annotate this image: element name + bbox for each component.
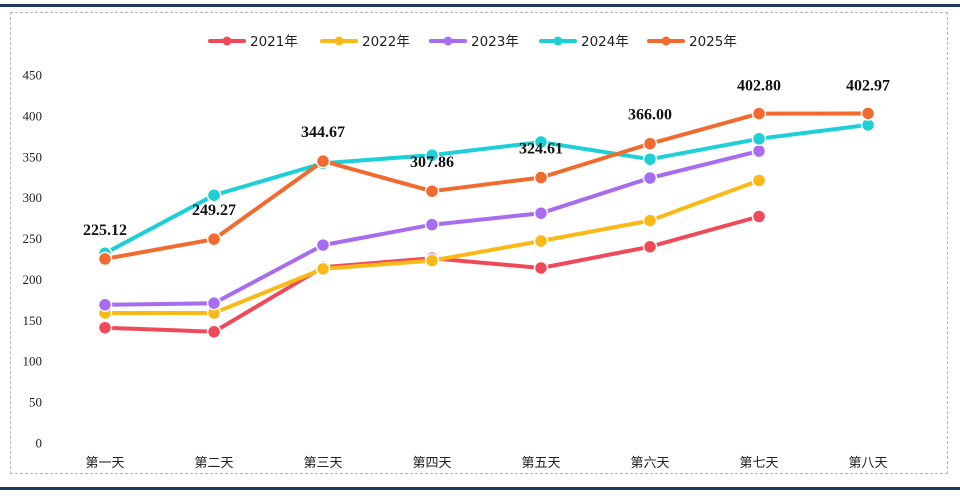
series-line-2024年: [103, 122, 870, 256]
y-tick-label: 50: [29, 395, 42, 410]
y-tick-label: 300: [23, 190, 43, 205]
data-point: [206, 324, 222, 340]
x-category-label: 第七天: [739, 456, 778, 471]
x-category-label: 第八天: [848, 456, 887, 471]
data-label: 249.27: [192, 202, 236, 219]
bottom-rule: [0, 487, 960, 490]
data-point: [751, 173, 767, 188]
y-tick-label: 0: [36, 436, 43, 451]
data-point: [97, 320, 113, 335]
x-category-label: 第六天: [630, 456, 669, 471]
data-point: [533, 134, 549, 150]
x-category-label: 第三天: [303, 456, 342, 471]
legend-label: 2021年: [250, 34, 298, 50]
legend-swatch-marker: [222, 36, 232, 46]
data-label: 366.00: [628, 107, 672, 124]
data-point: [860, 106, 876, 121]
series-line-2025年: [103, 111, 870, 261]
y-tick-label: 150: [23, 313, 43, 328]
data-point: [206, 231, 222, 247]
data-point: [751, 106, 767, 121]
x-category-label: 第一天: [85, 456, 124, 471]
data-point: [315, 237, 331, 253]
data-point: [424, 183, 440, 199]
data-point: [533, 260, 549, 276]
data-point: [751, 131, 767, 147]
y-tick-label: 350: [23, 149, 43, 164]
data-point: [642, 239, 658, 254]
data-point: [533, 233, 549, 249]
y-tick-label: 250: [23, 231, 43, 246]
data-point: [97, 251, 113, 267]
data-point: [424, 217, 440, 232]
data-label: 344.67: [301, 124, 345, 141]
x-category-label: 第四天: [412, 456, 451, 471]
legend-label: 2025年: [689, 34, 737, 50]
x-category-label: 第二天: [194, 456, 233, 471]
top-rule: [0, 4, 960, 7]
data-point: [642, 170, 658, 186]
data-point: [424, 147, 440, 163]
y-tick-label: 400: [23, 108, 43, 123]
data-point: [206, 295, 222, 311]
data-point: [97, 297, 113, 313]
data-point: [642, 213, 658, 228]
legend-label: 2022年: [362, 34, 410, 50]
legend-swatch-marker: [553, 36, 563, 46]
data-point: [315, 153, 331, 169]
data-point: [533, 170, 549, 185]
legend-label: 2023年: [471, 34, 519, 50]
data-label: 324.61: [519, 141, 563, 158]
data-point: [315, 261, 331, 277]
data-point: [751, 209, 767, 224]
y-tick-label: 100: [23, 354, 43, 369]
y-tick-label: 200: [23, 272, 43, 287]
legend-swatch-marker: [443, 36, 453, 46]
data-label: 225.12: [83, 222, 127, 239]
data-point: [642, 151, 658, 167]
legend-label: 2024年: [581, 34, 629, 50]
data-point: [533, 205, 549, 221]
data-point: [424, 253, 440, 268]
data-label: 402.80: [737, 78, 781, 95]
data-label: 307.86: [410, 154, 454, 171]
y-tick-label: 450: [23, 68, 43, 83]
x-category-label: 第五天: [521, 456, 560, 471]
data-point: [751, 143, 767, 159]
data-label: 402.97: [846, 77, 890, 94]
legend-swatch-marker: [334, 36, 344, 46]
legend-swatch-marker: [661, 36, 671, 46]
chart-border: [10, 12, 948, 474]
data-point: [206, 187, 222, 203]
data-point: [642, 136, 658, 151]
